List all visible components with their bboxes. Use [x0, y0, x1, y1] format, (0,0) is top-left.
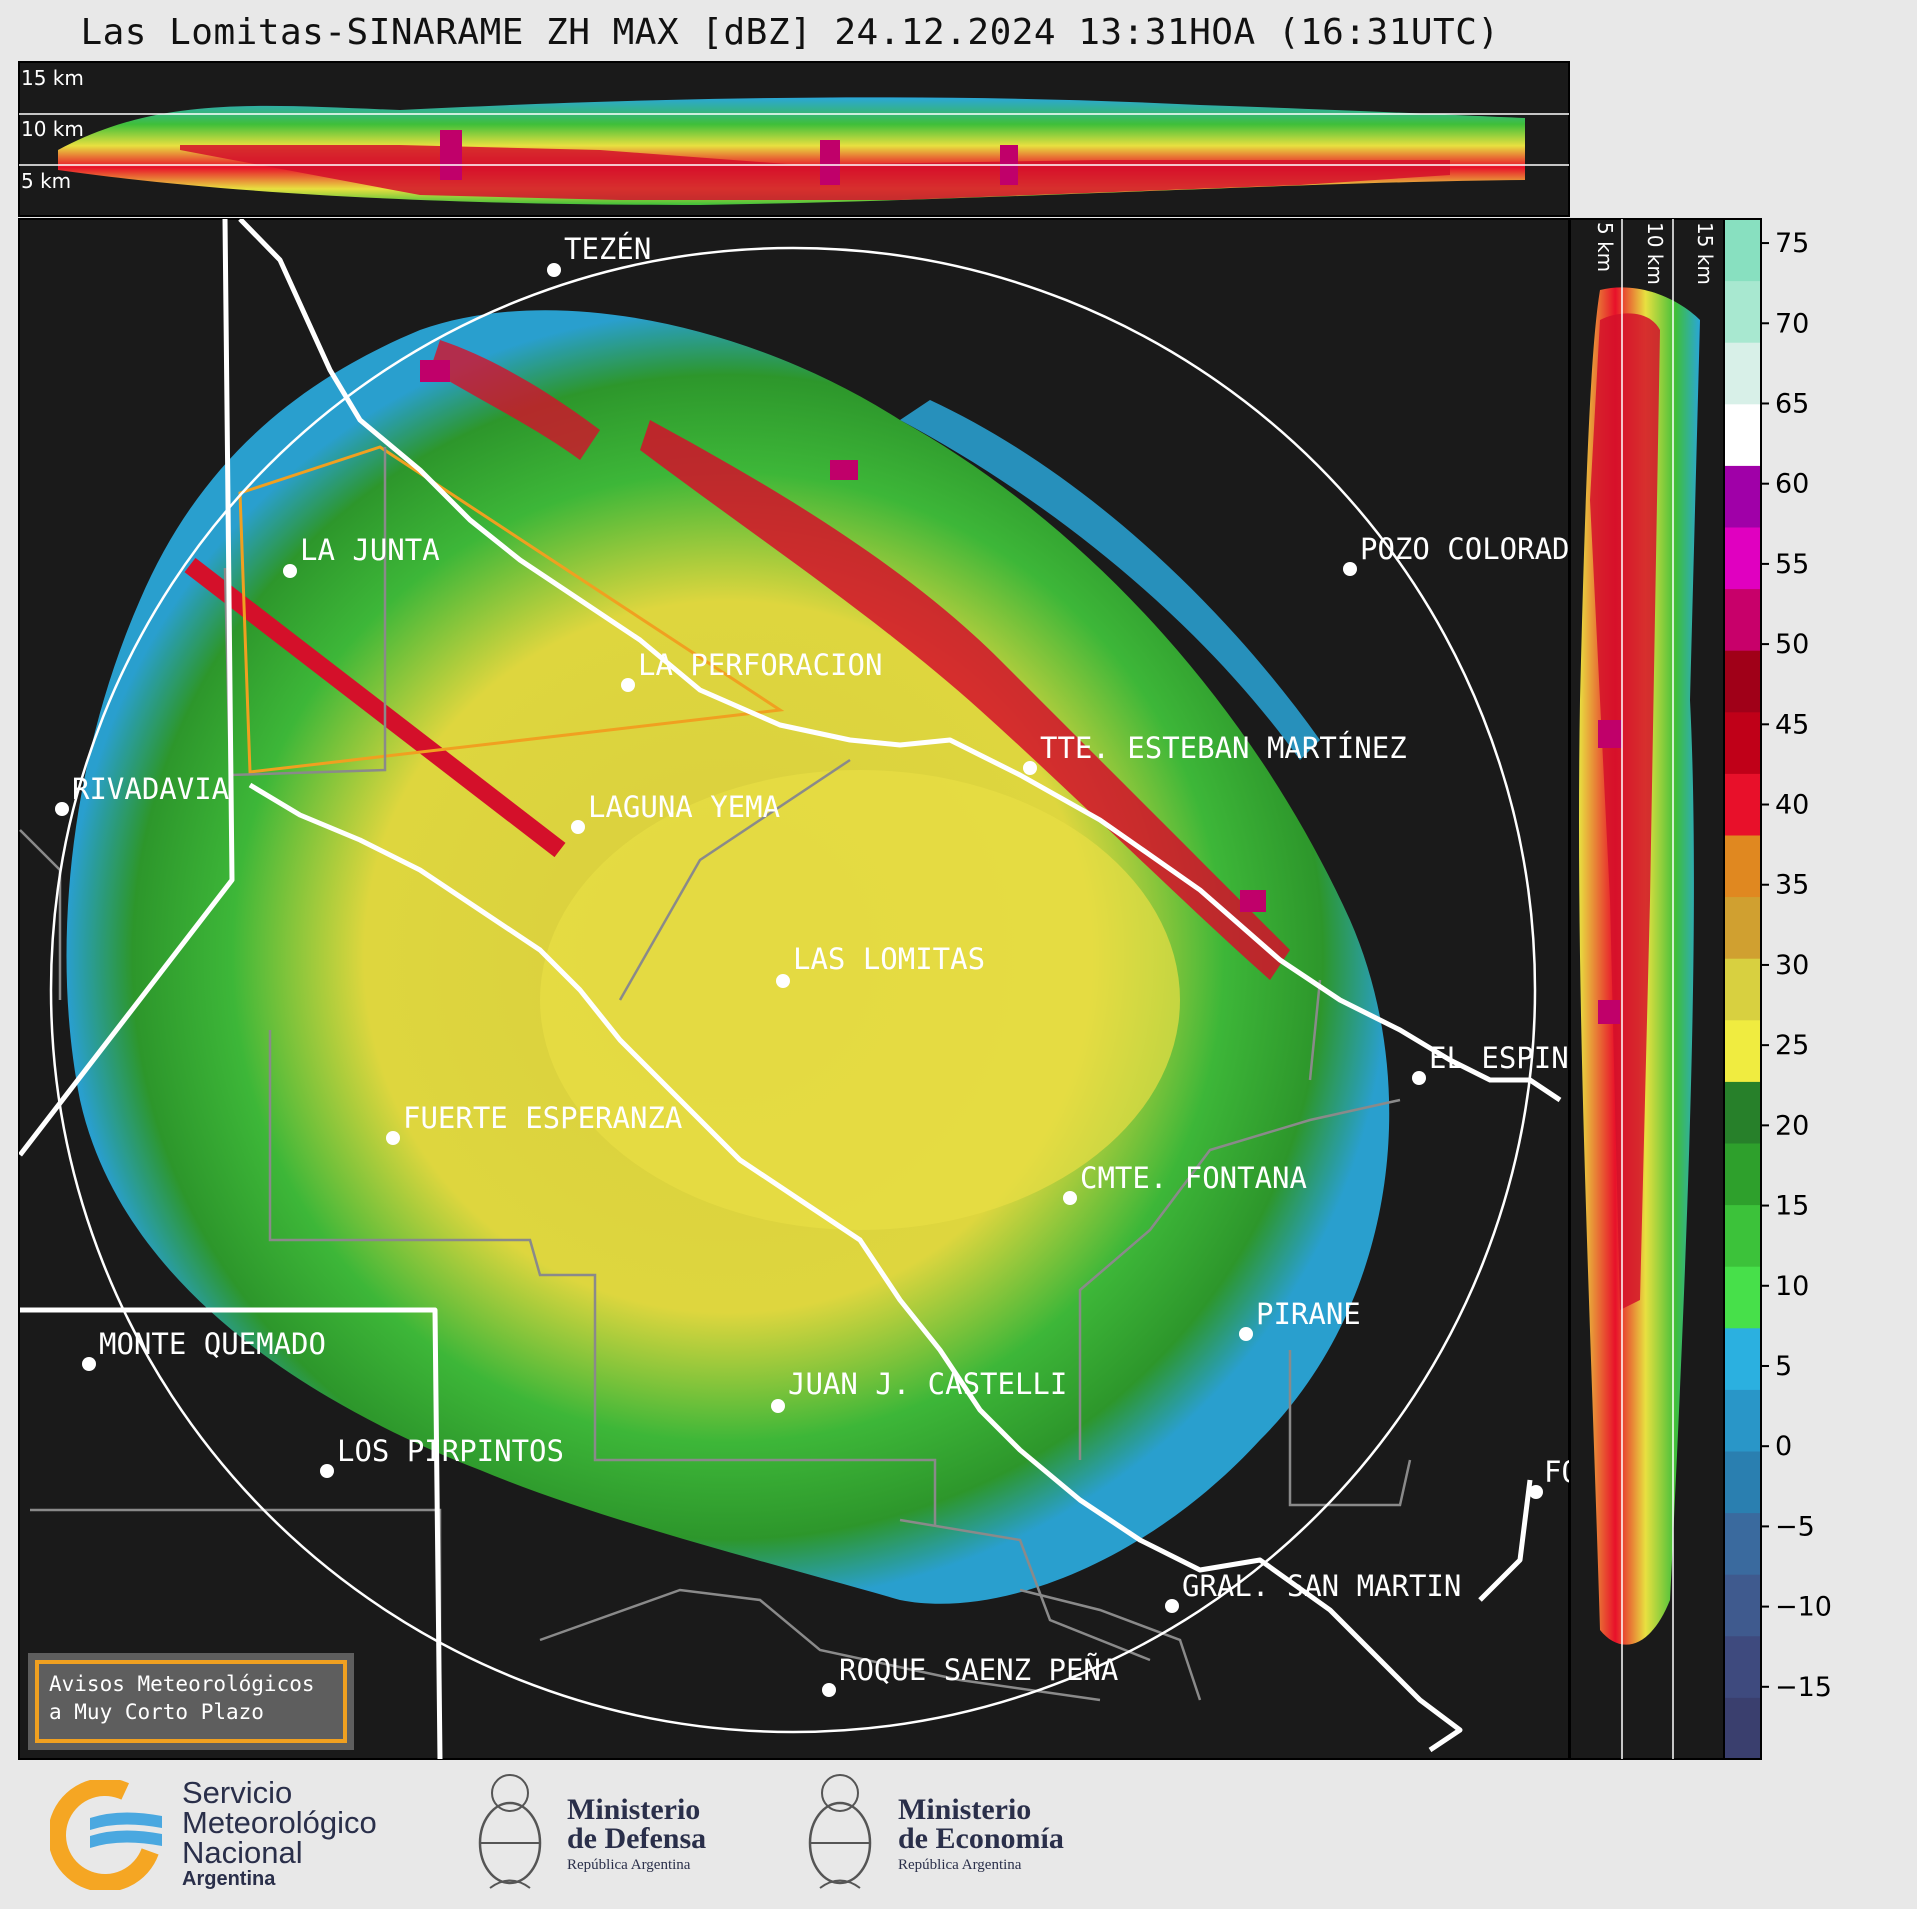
defensa-line1: Ministerio — [567, 1793, 701, 1826]
smn-logo-icon — [50, 1780, 162, 1890]
place-label-laguna-yema: LAGUNA YEMA — [588, 790, 780, 824]
place-label-rivadavia: RIVADAVIA — [72, 772, 229, 806]
colorbar-tick-label: −15 — [1775, 1672, 1832, 1703]
colorbar-tick-label: 55 — [1775, 549, 1809, 580]
colorbar-tick-label: 40 — [1775, 790, 1809, 821]
colorbar-segment — [1724, 219, 1761, 282]
colorbar-tick-label: −5 — [1775, 1511, 1815, 1542]
colorbar-tick-label: 60 — [1775, 469, 1809, 500]
side-label-15: 15 km — [1693, 222, 1717, 285]
colorbar-segment — [1724, 1697, 1761, 1760]
colorbar-tick-label: 45 — [1775, 709, 1809, 740]
place-label-gral-san-martin: GRAL. SAN MARTIN — [1182, 1569, 1461, 1603]
place-label-tezen: TEZÉN — [564, 232, 651, 266]
colorbar-tick-label: 75 — [1775, 228, 1809, 259]
smn-line3: Nacional — [182, 1835, 303, 1870]
economia-line1: Ministerio — [898, 1793, 1032, 1826]
place-label-el-espinillo: EL ESPINILLO — [1429, 1041, 1639, 1075]
colorbar-segment — [1724, 1389, 1761, 1452]
colorbar-segment — [1724, 1327, 1761, 1390]
colorbar-segment — [1724, 342, 1761, 405]
place-label-los-pirpintos: LOS PIRPINTOS — [337, 1434, 564, 1468]
colorbar-segment — [1724, 527, 1761, 590]
place-label-roque-saenz-pena: ROQUE SAENZ PEÑA — [839, 1653, 1118, 1687]
colorbar-segment — [1724, 1143, 1761, 1206]
colorbar-segment — [1724, 958, 1761, 1021]
colorbar-segment — [1724, 773, 1761, 836]
place-label-fuerte-esperanza: FUERTE ESPERANZA — [403, 1101, 682, 1135]
colorbar-segment — [1724, 1574, 1761, 1637]
economia-line2: de Economía — [898, 1822, 1064, 1855]
colorbar-tick-label: 70 — [1775, 308, 1809, 339]
colorbar-tick-label: 25 — [1775, 1030, 1809, 1061]
avisos-box: Avisos Meteorológicos a Muy Corto Plazo — [28, 1653, 354, 1750]
page-title: Las Lomitas-SINARAME ZH MAX [dBZ] 24.12.… — [80, 12, 1500, 53]
colorbar-tick-label: 50 — [1775, 629, 1809, 660]
economia-line3: República Argentina — [898, 1857, 1022, 1873]
defensa-coat-of-arms-icon — [478, 1774, 542, 1889]
colorbar-segment — [1724, 403, 1761, 466]
colorbar-tick-label: −10 — [1775, 1592, 1832, 1623]
top-cross-section: 15 km 10 km 5 km — [18, 61, 1570, 217]
place-label-cmte-fontana: CMTE. FONTANA — [1080, 1161, 1307, 1195]
colorbar-tick-label: 65 — [1775, 388, 1809, 419]
colorbar-segment — [1724, 280, 1761, 343]
place-label-pirane: PIRANE — [1256, 1297, 1361, 1331]
defensa-line3: República Argentina — [567, 1857, 691, 1873]
main-map-panel: TEZÉN LA JUNTA POZO COLORADO LA PERFORAC… — [18, 218, 1639, 1760]
colorbar-tick-label: 10 — [1775, 1271, 1809, 1302]
colorbar-segment — [1724, 1266, 1761, 1329]
colorbar-tick-label: 15 — [1775, 1191, 1809, 1222]
colorbar-tick-label: 0 — [1775, 1431, 1792, 1462]
place-label-pozo-colorado: POZO COLORADO — [1360, 532, 1587, 566]
colorbar-segment — [1724, 650, 1761, 713]
colorbar-segment — [1724, 1081, 1761, 1144]
footer-logos: Servicio Meteorológico Nacional Argentin… — [0, 1760, 1917, 1909]
colorbar-tick-label: 30 — [1775, 950, 1809, 981]
colorbar-segment — [1724, 1204, 1761, 1267]
side-cross-section: 5 km 10 km 15 km — [1569, 218, 1726, 1760]
place-label-la-junta: LA JUNTA — [300, 533, 440, 567]
smn-line4: Argentina — [182, 1868, 276, 1890]
colorbar-tick-label: 35 — [1775, 870, 1809, 901]
colorbar-segment — [1724, 1512, 1761, 1575]
colorbar-segment — [1724, 896, 1761, 959]
colorbar-segment — [1724, 1019, 1761, 1082]
colorbar-tick-label: 5 — [1775, 1351, 1792, 1382]
place-label-tte-esteban-martinez: TTE. ESTEBAN MARTÍNEZ — [1040, 731, 1407, 765]
colorbar-segment — [1724, 465, 1761, 528]
colorbar-segment — [1724, 1451, 1761, 1514]
defensa-line2: de Defensa — [567, 1822, 707, 1855]
side-label-5: 5 km — [1593, 222, 1617, 272]
avisos-line2: a Muy Corto Plazo — [49, 1700, 264, 1724]
place-label-monte-quemado: MONTE QUEMADO — [99, 1327, 326, 1361]
place-label-las-lomitas: LAS LOMITAS — [793, 942, 985, 976]
avisos-line1: Avisos Meteorológicos — [49, 1672, 315, 1696]
economia-coat-of-arms-icon — [808, 1774, 872, 1889]
colorbar-segment — [1724, 711, 1761, 774]
colorbar-segment — [1724, 588, 1761, 651]
top-label-10: 10 km — [21, 117, 84, 141]
side-label-10: 10 km — [1643, 222, 1667, 285]
colorbar-segment — [1724, 1635, 1761, 1698]
smn-line1: Servicio — [182, 1775, 293, 1810]
colorbar-tick-label: 20 — [1775, 1110, 1809, 1141]
place-label-fo: FO — [1544, 1455, 1579, 1489]
place-label-la-perforacion: LA PERFORACION — [638, 648, 882, 682]
colorbar-segment — [1724, 835, 1761, 898]
top-label-15: 15 km — [21, 66, 84, 90]
place-label-juan-j-castelli: JUAN J. CASTELLI — [788, 1367, 1067, 1401]
top-label-5: 5 km — [21, 169, 71, 193]
smn-line2: Meteorológico — [182, 1805, 377, 1840]
